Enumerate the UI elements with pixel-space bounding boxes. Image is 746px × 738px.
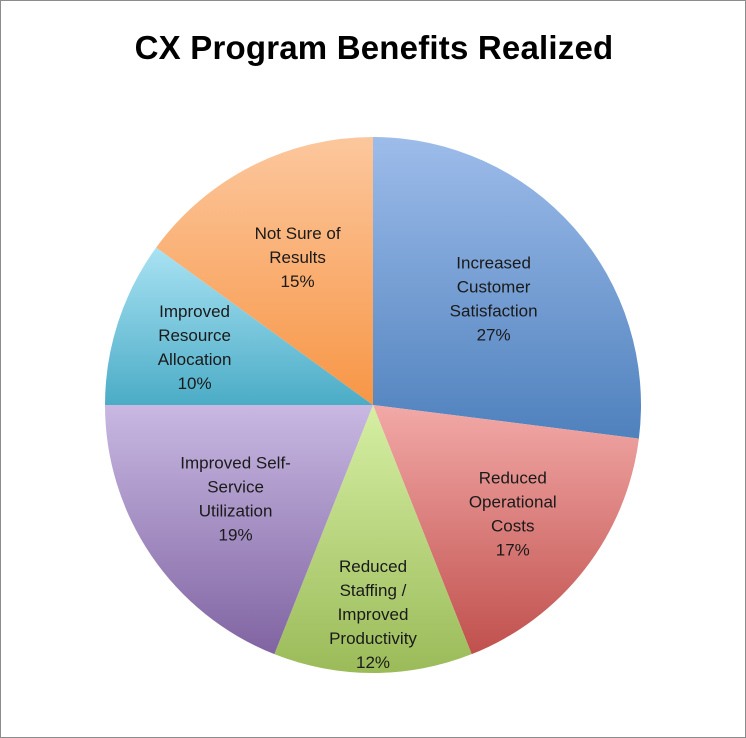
- pie-slice-improved-resource-allocation: [105, 247, 373, 405]
- slice-label-increased-customer-satisfaction: Increased Customer Satisfaction 27%: [450, 254, 538, 345]
- slice-label-line: Improved: [338, 605, 409, 624]
- slice-percent: 17%: [496, 540, 530, 559]
- slice-label-line: Utilization: [199, 501, 273, 520]
- slice-label-line: Reduced: [479, 468, 547, 487]
- slice-label-not-sure-of-results: Not Sure of Results 15%: [255, 224, 341, 291]
- slice-label-improved-self-service-utilization: Improved Self- Service Utilization 19%: [180, 453, 291, 544]
- slice-label-reduced-staffing-improved-productivity: Reduced Staffing / Improved Productivity 12%: [329, 557, 417, 672]
- slice-label-line: Allocation: [158, 350, 232, 369]
- slice-label-line: Improved Self-: [180, 453, 291, 472]
- pie-slice-reduced-staffing-improved-productivity: [274, 405, 472, 673]
- pie-slice-increased-customer-satisfaction: [373, 137, 641, 439]
- chart-title: CX Program Benefits Realized: [134, 29, 614, 66]
- slice-percent: 12%: [356, 653, 390, 672]
- slice-label-line: Costs: [491, 516, 534, 535]
- slice-label-line: Productivity: [329, 629, 417, 648]
- slice-label-line: Improved: [159, 302, 230, 321]
- slice-percent: 10%: [178, 374, 212, 393]
- slice-label-line: Customer: [457, 278, 531, 297]
- slice-label-improved-resource-allocation: Improved Resource Allocation 10%: [158, 302, 232, 393]
- slice-label-line: Not Sure of: [255, 224, 341, 243]
- slice-label-line: Service: [207, 477, 264, 496]
- slice-label-line: Results: [269, 248, 326, 267]
- slice-label-line: Resource: [158, 326, 231, 345]
- slice-label-reduced-operational-costs: Reduced Operational Costs 17%: [469, 468, 557, 559]
- slice-label-line: Staffing /: [340, 581, 407, 600]
- slice-percent: 27%: [477, 326, 511, 345]
- pie-slice-not-sure-of-results: [156, 137, 373, 405]
- slice-percent: 19%: [219, 525, 253, 544]
- slice-label-line: Reduced: [339, 557, 407, 576]
- slice-percent: 15%: [281, 272, 315, 291]
- slice-label-line: Satisfaction: [450, 302, 538, 321]
- pie-slice-reduced-operational-costs: [373, 405, 639, 655]
- slice-label-line: Increased: [456, 254, 531, 273]
- slice-label-line: Operational: [469, 492, 557, 511]
- pie-slice-improved-self-service-utilization: [105, 405, 373, 655]
